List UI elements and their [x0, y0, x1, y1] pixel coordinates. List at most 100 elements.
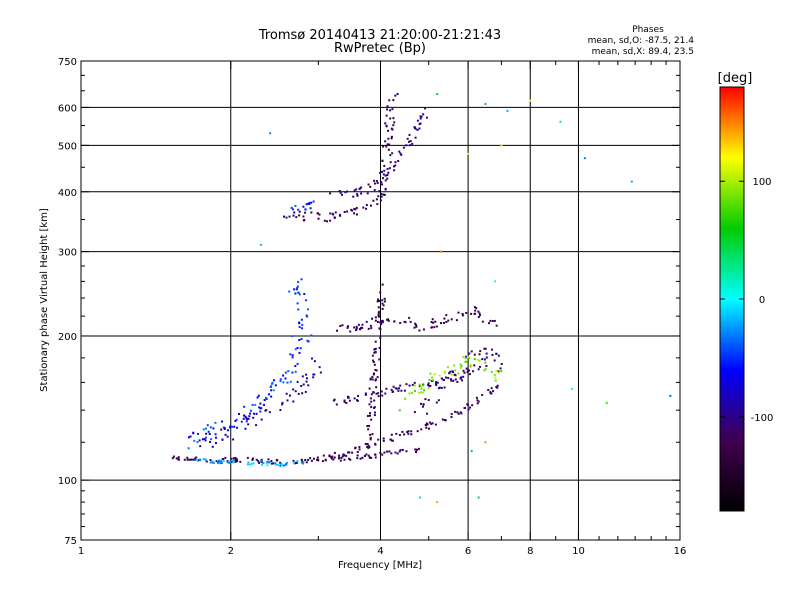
data-point	[369, 433, 372, 436]
data-point	[288, 215, 291, 218]
data-point	[388, 450, 391, 453]
data-point	[311, 357, 314, 360]
data-point	[250, 409, 253, 412]
data-point	[408, 316, 411, 319]
data-point	[481, 358, 484, 361]
data-point	[440, 250, 443, 253]
data-point	[313, 360, 316, 363]
data-point	[410, 430, 413, 433]
data-point	[265, 461, 268, 464]
data-point	[421, 392, 424, 395]
data-point	[202, 458, 205, 461]
data-point	[464, 356, 467, 359]
data-point	[372, 359, 375, 362]
data-point	[339, 214, 342, 217]
data-point	[435, 325, 438, 328]
data-point	[394, 161, 397, 164]
data-point	[474, 309, 477, 312]
data-point	[264, 396, 267, 399]
data-point	[399, 449, 402, 452]
stats-o-mode: mean, sd,O: -87.5, 21.4	[588, 36, 695, 46]
data-point	[442, 378, 445, 381]
data-point	[282, 374, 285, 377]
data-point	[408, 392, 411, 395]
data-point	[413, 326, 416, 329]
data-point	[377, 312, 380, 315]
data-point	[442, 321, 445, 324]
data-point	[333, 216, 336, 219]
data-point	[406, 137, 409, 140]
data-point	[438, 386, 441, 389]
data-point	[382, 177, 385, 180]
data-point	[220, 460, 223, 463]
data-point	[456, 380, 459, 383]
data-point	[218, 459, 221, 462]
data-point	[420, 115, 423, 118]
data-point	[292, 214, 295, 217]
data-point	[389, 438, 392, 441]
data-point	[408, 140, 411, 143]
data-point	[389, 109, 392, 112]
data-point	[380, 321, 383, 324]
data-point	[231, 460, 234, 463]
data-point	[296, 380, 299, 383]
data-point	[374, 379, 377, 382]
data-point	[346, 210, 349, 213]
data-point	[341, 455, 344, 458]
data-point	[368, 403, 371, 406]
data-point	[419, 122, 422, 125]
data-point	[378, 190, 381, 193]
data-point	[369, 438, 372, 441]
data-point	[270, 395, 273, 398]
data-point	[430, 320, 433, 323]
data-point	[229, 425, 232, 428]
data-point	[369, 185, 372, 188]
data-point	[472, 370, 475, 373]
data-point	[261, 463, 264, 466]
data-point	[251, 458, 254, 461]
data-point	[487, 388, 490, 391]
data-point	[332, 458, 335, 461]
data-point	[424, 398, 427, 401]
data-point	[404, 397, 407, 400]
data-point	[351, 209, 354, 212]
data-point	[214, 433, 217, 436]
data-point	[380, 193, 383, 196]
data-point	[204, 436, 207, 439]
data-point	[361, 326, 364, 329]
data-point	[484, 102, 487, 105]
data-point	[353, 326, 356, 329]
data-point	[450, 318, 453, 321]
data-point	[391, 152, 394, 155]
data-point	[220, 459, 223, 462]
data-point	[196, 458, 199, 461]
data-point	[357, 323, 360, 326]
data-point	[304, 208, 307, 211]
data-point	[234, 456, 237, 459]
data-point	[356, 194, 359, 197]
data-point	[265, 397, 268, 400]
colorbar-tick-label: 100	[752, 177, 771, 188]
data-point	[249, 412, 252, 415]
data-point	[374, 378, 377, 381]
data-point	[377, 306, 380, 309]
data-point	[424, 107, 427, 110]
data-point	[444, 419, 447, 422]
data-point	[243, 405, 246, 408]
data-point	[390, 127, 393, 130]
data-point	[294, 461, 297, 464]
data-point	[378, 346, 381, 349]
data-point	[414, 448, 417, 451]
data-point	[450, 373, 453, 376]
data-point	[318, 213, 321, 216]
data-point	[370, 456, 373, 459]
data-point	[341, 324, 344, 327]
data-point	[220, 428, 223, 431]
data-point	[270, 460, 273, 463]
x-tick-label: 2	[228, 546, 234, 557]
data-point	[348, 399, 351, 402]
data-point	[459, 363, 462, 366]
data-point	[384, 140, 387, 143]
data-point	[254, 403, 257, 406]
data-point	[266, 464, 269, 467]
